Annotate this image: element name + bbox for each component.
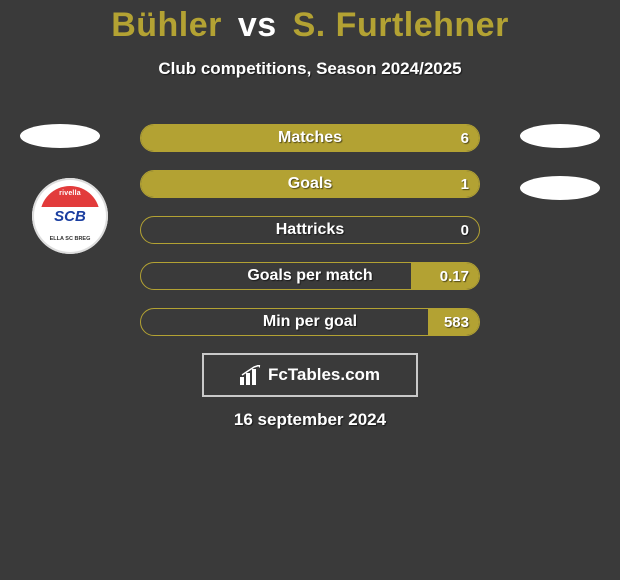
stat-fill-right (141, 171, 479, 197)
stat-row: Goals per match0.17 (140, 262, 480, 290)
stat-row: Matches6 (140, 124, 480, 152)
decorative-ellipse-left-1 (20, 124, 100, 148)
stat-row: Goals1 (140, 170, 480, 198)
bar-chart-icon (240, 365, 262, 385)
stat-fill-right (428, 309, 479, 335)
stat-fill-right (141, 125, 479, 151)
versus-label: vs (238, 6, 277, 44)
player2-name: S. Furtlehner (293, 6, 509, 44)
watermark: FcTables.com (202, 353, 418, 397)
club-badge-inner: rivella SCB ELLA SC BREG (40, 186, 100, 246)
page-title: Bühler vs S. Furtlehner (0, 0, 620, 45)
club-badge: rivella SCB ELLA SC BREG (32, 178, 108, 254)
stat-fill-right (411, 263, 479, 289)
player1-name: Bühler (111, 6, 222, 44)
decorative-ellipse-right-1 (520, 124, 600, 148)
club-badge-mid-text: SCB (54, 208, 86, 225)
stat-row: Min per goal583 (140, 308, 480, 336)
stat-row: Hattricks0 (140, 216, 480, 244)
stat-label: Hattricks (141, 217, 479, 243)
club-badge-bot-text: ELLA SC BREG (50, 236, 91, 242)
date-label: 16 september 2024 (0, 410, 620, 430)
decorative-ellipse-right-2 (520, 176, 600, 200)
club-badge-top-text: rivella (59, 190, 81, 197)
stats-chart: Matches6 Goals1 Hattricks0 Goals per match0… (140, 124, 480, 354)
watermark-text: FcTables.com (268, 365, 380, 385)
stat-value-right: 0 (461, 217, 469, 243)
subtitle: Club competitions, Season 2024/2025 (0, 59, 620, 79)
